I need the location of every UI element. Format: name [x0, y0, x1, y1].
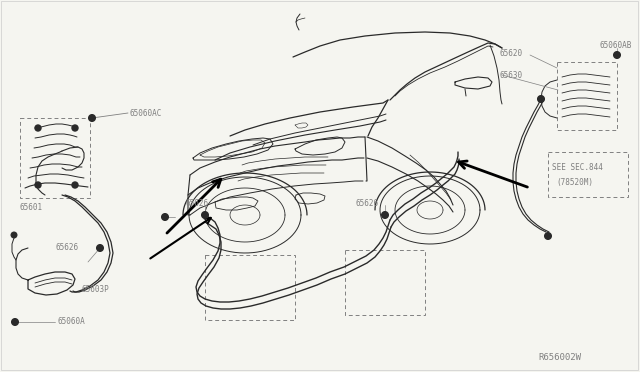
Bar — [345, 250, 425, 315]
Text: 65626: 65626 — [355, 199, 378, 208]
Circle shape — [545, 232, 552, 240]
Text: SEE SEC.844: SEE SEC.844 — [552, 164, 603, 173]
Bar — [548, 152, 628, 197]
Text: 65620: 65620 — [500, 48, 523, 58]
Circle shape — [35, 125, 41, 131]
Text: R656002W: R656002W — [538, 353, 581, 362]
Text: 65630: 65630 — [500, 71, 523, 80]
Circle shape — [97, 244, 104, 251]
Circle shape — [72, 125, 78, 131]
Circle shape — [538, 96, 545, 103]
Circle shape — [88, 115, 95, 122]
Text: 65060AC: 65060AC — [130, 109, 163, 118]
Text: 65603P: 65603P — [82, 285, 109, 295]
Circle shape — [11, 232, 17, 238]
Circle shape — [614, 51, 621, 58]
Circle shape — [161, 214, 168, 221]
Circle shape — [381, 212, 388, 218]
Bar — [205, 255, 295, 320]
Circle shape — [202, 212, 209, 218]
Bar — [20, 118, 90, 198]
Text: 65060AB: 65060AB — [600, 41, 632, 49]
Text: 65626: 65626 — [185, 199, 208, 208]
Circle shape — [35, 182, 41, 188]
Circle shape — [538, 96, 544, 102]
Bar — [557, 62, 617, 130]
Text: 65626: 65626 — [55, 244, 78, 253]
Text: (78520M): (78520M) — [556, 177, 593, 186]
Circle shape — [12, 318, 19, 326]
Text: 65060A: 65060A — [57, 317, 84, 327]
Circle shape — [72, 182, 78, 188]
Text: 65601: 65601 — [20, 203, 43, 212]
